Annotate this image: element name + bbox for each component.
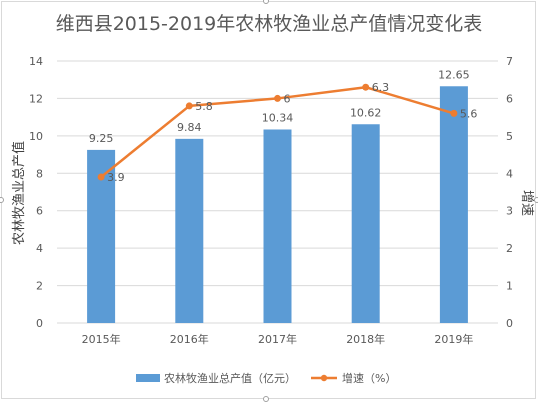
bar-data-labels: 9.25 9.84 10.34 10.62 12.65 [89,68,470,145]
bar [351,124,380,323]
y-axis-left: 0 2 4 6 8 10 12 14 [29,55,43,330]
line-value-label: 3.9 [107,171,125,184]
y2-tick-label: 0 [506,317,513,330]
y-tick-label: 12 [29,92,43,105]
line-point [185,102,193,110]
y2-tick-label: 3 [506,205,513,218]
bar-value-label: 12.65 [438,68,470,81]
line-value-label: 5.8 [195,100,213,113]
bar-value-label: 9.84 [177,121,202,134]
bar [439,86,468,323]
y2-tick-label: 5 [506,130,513,143]
bar-value-label: 10.62 [350,106,382,119]
line-value-label: 6 [284,92,291,105]
legend-line-marker [320,374,328,382]
y-tick-label: 2 [36,280,43,293]
x-axis: 2015年 2016年 2017年 2018年 2019年 [82,332,474,346]
y-tick-label: 6 [36,205,43,218]
line-point [362,83,370,91]
y-tick-label: 14 [29,55,43,68]
bar [263,129,292,323]
bar-value-label: 10.34 [262,111,294,124]
y-axis-label: 农林牧渔业总产值 [11,141,27,245]
legend: 农林牧渔业总产值（亿元） 增速（%） [136,371,396,385]
resize-handle-right[interactable] [534,197,538,203]
y2-axis-label: 增速 [519,190,534,216]
x-tick-label: 2017年 [258,332,297,346]
y2-tick-label: 2 [506,242,513,255]
y2-tick-label: 7 [506,55,513,68]
bar-series [87,86,468,323]
legend-line-label: 增速（%） [342,371,396,385]
x-tick-label: 2019年 [434,332,473,346]
y2-tick-label: 4 [506,167,513,180]
y2-tick-label: 6 [506,92,513,105]
y-axis-right: 0 1 2 3 4 5 6 7 [506,55,513,330]
line-point [450,109,458,117]
legend-bar-swatch [136,374,160,382]
line-series [97,83,458,181]
y-tick-label: 0 [36,317,43,330]
line-value-label: 6.3 [372,81,390,94]
line-value-label: 5.6 [460,107,478,120]
resize-handle-left[interactable] [0,197,4,203]
bar [175,138,204,323]
resize-handle-top[interactable] [263,0,269,4]
y-tick-label: 4 [36,242,43,255]
x-tick-label: 2018年 [346,332,385,346]
bar-value-label: 9.25 [89,132,114,145]
chart-title: 维西县2015-2019年农林牧渔业总产值情况变化表 [56,13,483,35]
line-data-labels: 3.9 5.8 6 6.3 5.6 [107,81,477,184]
legend-bar-label: 农林牧渔业总产值（亿元） [164,371,296,385]
line-point [97,173,105,181]
y2-tick-label: 1 [506,280,513,293]
x-tick-label: 2016年 [170,332,209,346]
y-tick-label: 10 [29,130,43,143]
x-tick-label: 2015年 [82,332,121,346]
y-tick-label: 8 [36,167,43,180]
line-point [274,94,281,102]
